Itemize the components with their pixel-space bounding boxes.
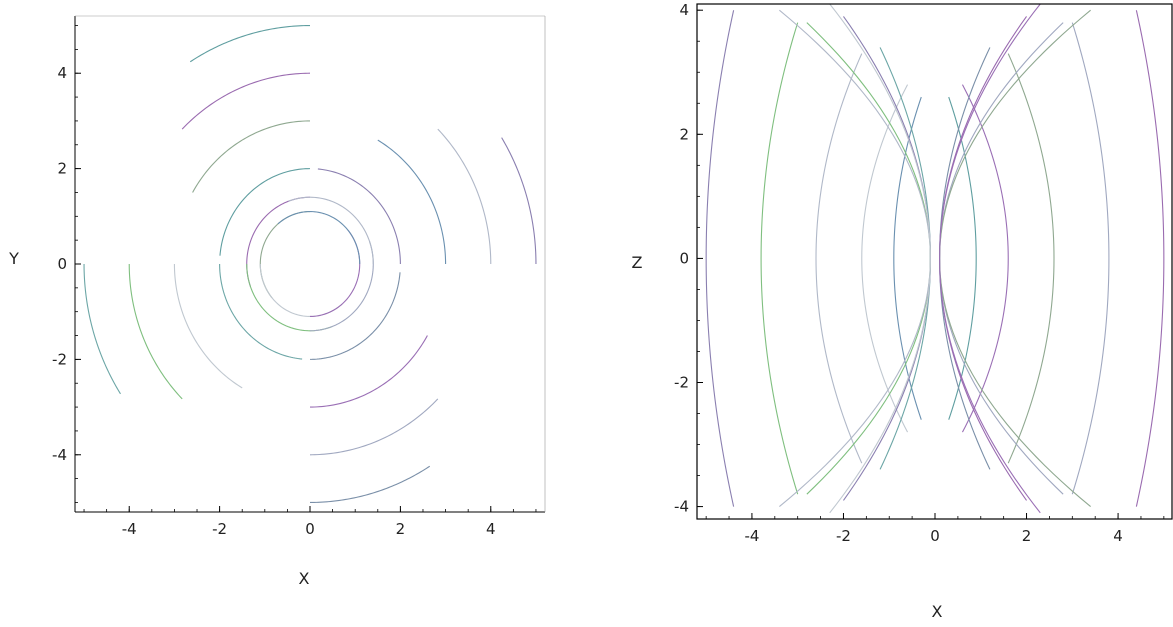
xz-series-curve bbox=[939, 22, 1064, 495]
xy-series-curve bbox=[501, 137, 537, 265]
xz-series-curve bbox=[760, 22, 799, 495]
xz-axes bbox=[696, 3, 1173, 520]
xy-y-axis-label: Y bbox=[8, 249, 19, 268]
xy-series-curve bbox=[173, 263, 243, 389]
xy-series-curve bbox=[317, 168, 401, 265]
xy-series-curve bbox=[277, 211, 361, 265]
xz-y-tick-label: -4 bbox=[674, 498, 689, 516]
xy-series-curve bbox=[189, 24, 311, 63]
xy-series-curve bbox=[181, 72, 311, 130]
xy-x-tick-label: -2 bbox=[212, 520, 227, 538]
xy-x-axis-label: X bbox=[299, 569, 310, 588]
xz-series-curve bbox=[948, 96, 977, 420]
xy-curves bbox=[83, 24, 537, 504]
xz-y-tick-label: 2 bbox=[679, 125, 689, 143]
xz-y-tick-label: -2 bbox=[674, 373, 689, 391]
xz-series-curve bbox=[705, 10, 735, 507]
xy-series-curve bbox=[309, 335, 428, 408]
xy-x-tick-label: 2 bbox=[396, 520, 406, 538]
xz-series-curve bbox=[815, 53, 863, 464]
xy-series-curve bbox=[309, 240, 374, 332]
xz-series-curve bbox=[1007, 53, 1055, 464]
xz-series-curve bbox=[939, 4, 1041, 514]
xz-y-tick-label: 4 bbox=[679, 1, 689, 19]
xz-x-tick-label: 4 bbox=[1113, 527, 1123, 545]
xy-series-curve bbox=[309, 465, 431, 504]
xz-x-axis-label: X bbox=[932, 602, 943, 621]
xz-curve-group bbox=[705, 4, 1165, 514]
xy-series-curve bbox=[437, 128, 492, 265]
xy-y-tick-label: 4 bbox=[57, 64, 67, 82]
xz-series-curve bbox=[1135, 10, 1165, 507]
xy-series-curve bbox=[246, 196, 311, 288]
xz-series-curve bbox=[779, 9, 931, 508]
xz-series-curve bbox=[893, 96, 922, 420]
xz-series-curve bbox=[1071, 22, 1110, 495]
xy-y-tick-label: 0 bbox=[57, 255, 67, 273]
xz-frame bbox=[696, 3, 1173, 520]
xz-x-tick-label: 0 bbox=[930, 527, 940, 545]
xy-series-curve bbox=[377, 139, 447, 265]
xz-curves bbox=[705, 4, 1165, 514]
xz-x-tick-label: -2 bbox=[836, 527, 851, 545]
xz-series-curve bbox=[843, 16, 931, 501]
xy-series-curve bbox=[259, 210, 311, 299]
xz-series-curve bbox=[879, 47, 931, 470]
xy-series-curve bbox=[309, 398, 439, 456]
plot-xz: -4 -2 0 2 4 -4 -2 0 2 4 X Z bbox=[632, 1, 1173, 621]
xy-series-curve bbox=[288, 196, 374, 265]
plot-xy: -4 -2 0 2 4 -4 -2 0 2 4 X Y bbox=[8, 15, 546, 588]
xy-x-tick-label: -4 bbox=[122, 520, 137, 538]
xz-y-axis-label: Z bbox=[632, 253, 643, 272]
xy-series-curve bbox=[309, 229, 361, 318]
xz-ticks: -4 -2 0 2 4 -4 -2 0 2 4 bbox=[674, 1, 1123, 545]
xz-x-tick-label: 2 bbox=[1022, 527, 1032, 545]
xy-x-tick-label: 0 bbox=[305, 520, 315, 538]
xz-series-curve bbox=[806, 22, 931, 495]
xy-series-curve bbox=[83, 263, 121, 395]
xy-series-curve bbox=[192, 120, 311, 193]
xy-series-curve bbox=[219, 263, 303, 360]
xy-y-tick-label: 2 bbox=[57, 160, 67, 178]
xy-series-curve bbox=[128, 263, 183, 400]
xz-series-curve bbox=[939, 9, 1091, 508]
xy-series-curve bbox=[246, 263, 332, 332]
xz-series-curve bbox=[829, 4, 931, 514]
xz-series-curve bbox=[961, 84, 1009, 433]
xy-y-tick-label: -2 bbox=[52, 350, 67, 368]
xy-series-curve bbox=[309, 272, 401, 360]
xy-series-curve bbox=[219, 168, 311, 256]
xy-series-curve bbox=[259, 263, 343, 318]
xz-y-tick-label: 0 bbox=[679, 249, 689, 267]
xy-ticks: -4 -2 0 2 4 -4 -2 0 2 4 bbox=[52, 64, 496, 538]
xz-series-curve bbox=[861, 84, 909, 433]
xz-series-curve bbox=[939, 16, 1027, 501]
xy-x-tick-label: 4 bbox=[486, 520, 496, 538]
xz-series-curve bbox=[939, 47, 991, 470]
xy-axes bbox=[74, 15, 546, 513]
xy-y-tick-label: -4 bbox=[52, 446, 67, 464]
xz-x-tick-label: -4 bbox=[744, 527, 759, 545]
